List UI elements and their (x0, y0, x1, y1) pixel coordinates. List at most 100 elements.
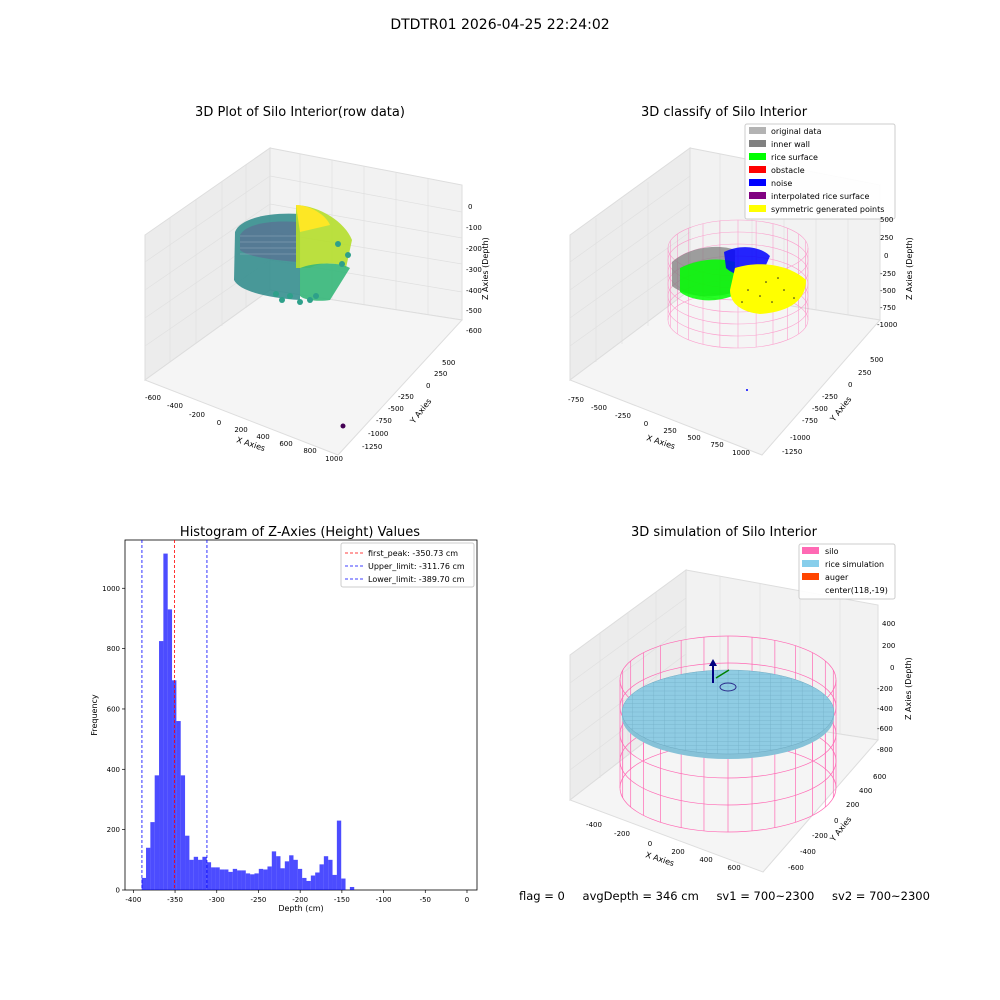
svg-text:400: 400 (256, 433, 269, 441)
svg-text:200: 200 (846, 801, 859, 809)
raw-z-ticks: 0 -100 -200 -300 -400 -500 -600 (466, 203, 482, 335)
histogram-bar (211, 867, 216, 890)
status-flag: flag = 0 (519, 889, 565, 903)
histogram-bar (176, 721, 181, 890)
raw-outlier-point (340, 423, 346, 429)
histogram-bar (219, 869, 225, 890)
histogram-bar (254, 873, 259, 890)
classify-legend-box (744, 123, 896, 220)
classify-z-ticks: 500 250 0 -250 -500 -750 -1000 (877, 216, 897, 329)
histogram-x-tick-label: -350 (167, 896, 183, 904)
histogram-x-ticks: -400 -350 -300 -250 -200 -150 -100 -50 0 (125, 890, 469, 904)
svg-text:-750: -750 (802, 417, 818, 425)
simulation-z-label: Z Axies (Depth) (904, 657, 913, 720)
classify-noise-outlier (746, 389, 748, 391)
svg-text:-400: -400 (586, 821, 602, 829)
histogram-bar (228, 871, 233, 890)
histogram-bar (315, 872, 320, 890)
simulation-auger (709, 659, 737, 692)
histogram-y-tick-label: 800 (107, 645, 120, 653)
raw-x-ticks: -600 -400 -200 0 200 400 600 800 1000 (145, 394, 343, 463)
svg-text:0: 0 (834, 817, 838, 825)
svg-text:0: 0 (644, 420, 648, 428)
svg-text:0: 0 (890, 664, 894, 672)
svg-text:-600: -600 (466, 327, 482, 335)
classify-legend-swatch (749, 179, 766, 186)
simulation-rice-surface (621, 669, 835, 759)
classify-x-ticks: -750 -500 -250 0 250 500 750 1000 (568, 396, 750, 457)
histogram-bar (263, 869, 268, 890)
svg-text:-1000: -1000 (877, 321, 897, 329)
svg-text:-200: -200 (614, 830, 630, 838)
classify-legend-swatch (749, 205, 766, 212)
simulation-legend-label: silo (825, 547, 839, 556)
svg-text:0: 0 (884, 252, 888, 260)
histogram-bar (185, 835, 190, 890)
svg-text:-1000: -1000 (790, 434, 810, 442)
simulation-legend-swatch (802, 573, 819, 580)
histogram-x-tick-label: -100 (376, 896, 392, 904)
histogram-bar (284, 861, 290, 890)
svg-text:500: 500 (442, 359, 455, 367)
classify-legend-label: rice surface (771, 153, 818, 162)
histogram-bar (167, 609, 173, 890)
svg-text:-500: -500 (466, 307, 482, 315)
svg-text:800: 800 (303, 447, 316, 455)
svg-text:1000: 1000 (732, 449, 750, 457)
svg-text:500: 500 (870, 356, 883, 364)
panel-classify-title: 3D classify of Silo Interior (641, 105, 808, 120)
svg-text:750: 750 (710, 441, 723, 449)
histogram-y-label: Frequency (90, 694, 99, 736)
histogram-bar (163, 553, 168, 890)
histogram-x-tick-label: -50 (420, 896, 431, 904)
histogram-y-ticks: 0 200 400 600 800 1000 (102, 585, 125, 895)
histogram-bar (189, 859, 194, 890)
histogram-legend: first_peak: -350.73 cm Upper_limit: -311.… (340, 542, 475, 588)
classify-legend-label: noise (771, 179, 792, 188)
status-line: flag = 0 avgDepth = 346 cm sv1 = 700~230… (519, 889, 944, 903)
simulation-y-label: Y Axies (828, 815, 854, 844)
svg-text:0: 0 (468, 203, 472, 211)
histogram-x-tick-label: -250 (251, 896, 267, 904)
histogram-bar (332, 874, 337, 890)
status-avg-depth: avgDepth = 346 cm (582, 889, 699, 903)
histogram-bar (146, 847, 151, 890)
panel-simulation-title: 3D simulation of Silo Interior (631, 525, 818, 540)
histogram-legend-label: first_peak: -350.73 cm (368, 549, 458, 558)
histogram-x-tick-label: -300 (209, 896, 225, 904)
svg-text:-500: -500 (388, 405, 404, 413)
histogram-bar (319, 864, 324, 890)
histogram-bar (276, 856, 281, 890)
simulation-legend-box (798, 543, 896, 600)
svg-text:0: 0 (848, 381, 852, 389)
histogram-bar (341, 878, 346, 890)
simulation-legend-label: auger (825, 573, 849, 582)
simulation-legend-label: rice simulation (825, 560, 884, 569)
panel-raw-title: 3D Plot of Silo Interior(row data) (195, 105, 405, 120)
svg-text:1000: 1000 (325, 455, 343, 463)
figure-title: DTDTR01 2026-04-25 22:24:02 (390, 17, 610, 33)
svg-text:500: 500 (687, 434, 700, 442)
histogram-title: Histogram of Z-Axies (Height) Values (180, 525, 420, 540)
svg-text:-200: -200 (877, 685, 893, 693)
classify-legend-swatch (749, 192, 766, 199)
histogram-legend-label: Lower_limit: -389.70 cm (368, 575, 465, 584)
histogram-bar (306, 880, 311, 890)
svg-text:-400: -400 (466, 287, 482, 295)
histogram-vlines (141, 540, 208, 890)
histogram-bar (245, 873, 251, 890)
classify-legend-label: obstacle (771, 166, 805, 175)
svg-text:-500: -500 (591, 404, 607, 412)
histogram-bar (237, 870, 242, 890)
histogram-bar (323, 856, 329, 890)
svg-text:0: 0 (217, 419, 221, 427)
histogram-bar (297, 868, 303, 890)
svg-text:-400: -400 (800, 848, 816, 856)
status-sv2: sv2 = 700~2300 (832, 889, 930, 903)
svg-text:200: 200 (234, 426, 247, 434)
simulation-x-ticks: -400 -200 0 200 400 600 (586, 821, 741, 872)
